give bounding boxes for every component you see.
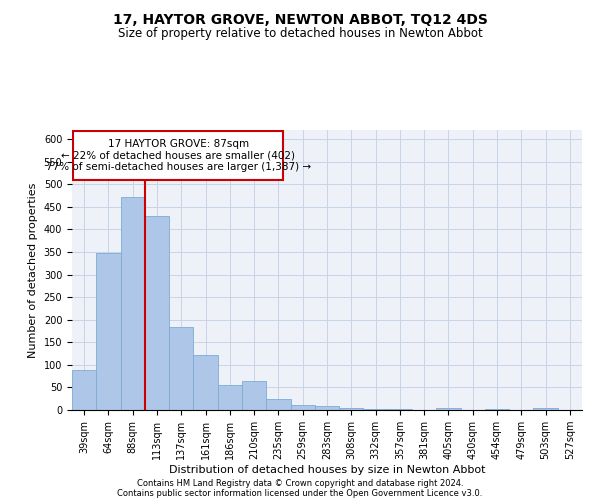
Bar bbox=[315, 406, 339, 410]
Bar bbox=[121, 197, 145, 410]
Bar bbox=[533, 408, 558, 410]
Bar bbox=[169, 328, 193, 410]
Text: Contains public sector information licensed under the Open Government Licence v3: Contains public sector information licen… bbox=[118, 488, 482, 498]
Bar bbox=[72, 370, 96, 410]
Bar bbox=[96, 254, 121, 410]
Bar bbox=[388, 409, 412, 410]
Bar bbox=[266, 398, 290, 410]
Bar bbox=[436, 408, 461, 410]
Bar bbox=[290, 404, 315, 410]
Text: 17 HAYTOR GROVE: 87sqm
← 22% of detached houses are smaller (402)
77% of semi-de: 17 HAYTOR GROVE: 87sqm ← 22% of detached… bbox=[46, 138, 311, 172]
Text: Contains HM Land Registry data © Crown copyright and database right 2024.: Contains HM Land Registry data © Crown c… bbox=[137, 478, 463, 488]
Text: 17, HAYTOR GROVE, NEWTON ABBOT, TQ12 4DS: 17, HAYTOR GROVE, NEWTON ABBOT, TQ12 4DS bbox=[113, 12, 487, 26]
Y-axis label: Number of detached properties: Number of detached properties bbox=[28, 182, 38, 358]
Bar bbox=[242, 380, 266, 410]
X-axis label: Distribution of detached houses by size in Newton Abbot: Distribution of detached houses by size … bbox=[169, 465, 485, 475]
FancyBboxPatch shape bbox=[73, 131, 283, 180]
Bar bbox=[145, 216, 169, 410]
Bar bbox=[218, 385, 242, 410]
Bar bbox=[339, 408, 364, 410]
Bar bbox=[193, 355, 218, 410]
Bar bbox=[485, 409, 509, 410]
Bar bbox=[364, 409, 388, 410]
Text: Size of property relative to detached houses in Newton Abbot: Size of property relative to detached ho… bbox=[118, 28, 482, 40]
